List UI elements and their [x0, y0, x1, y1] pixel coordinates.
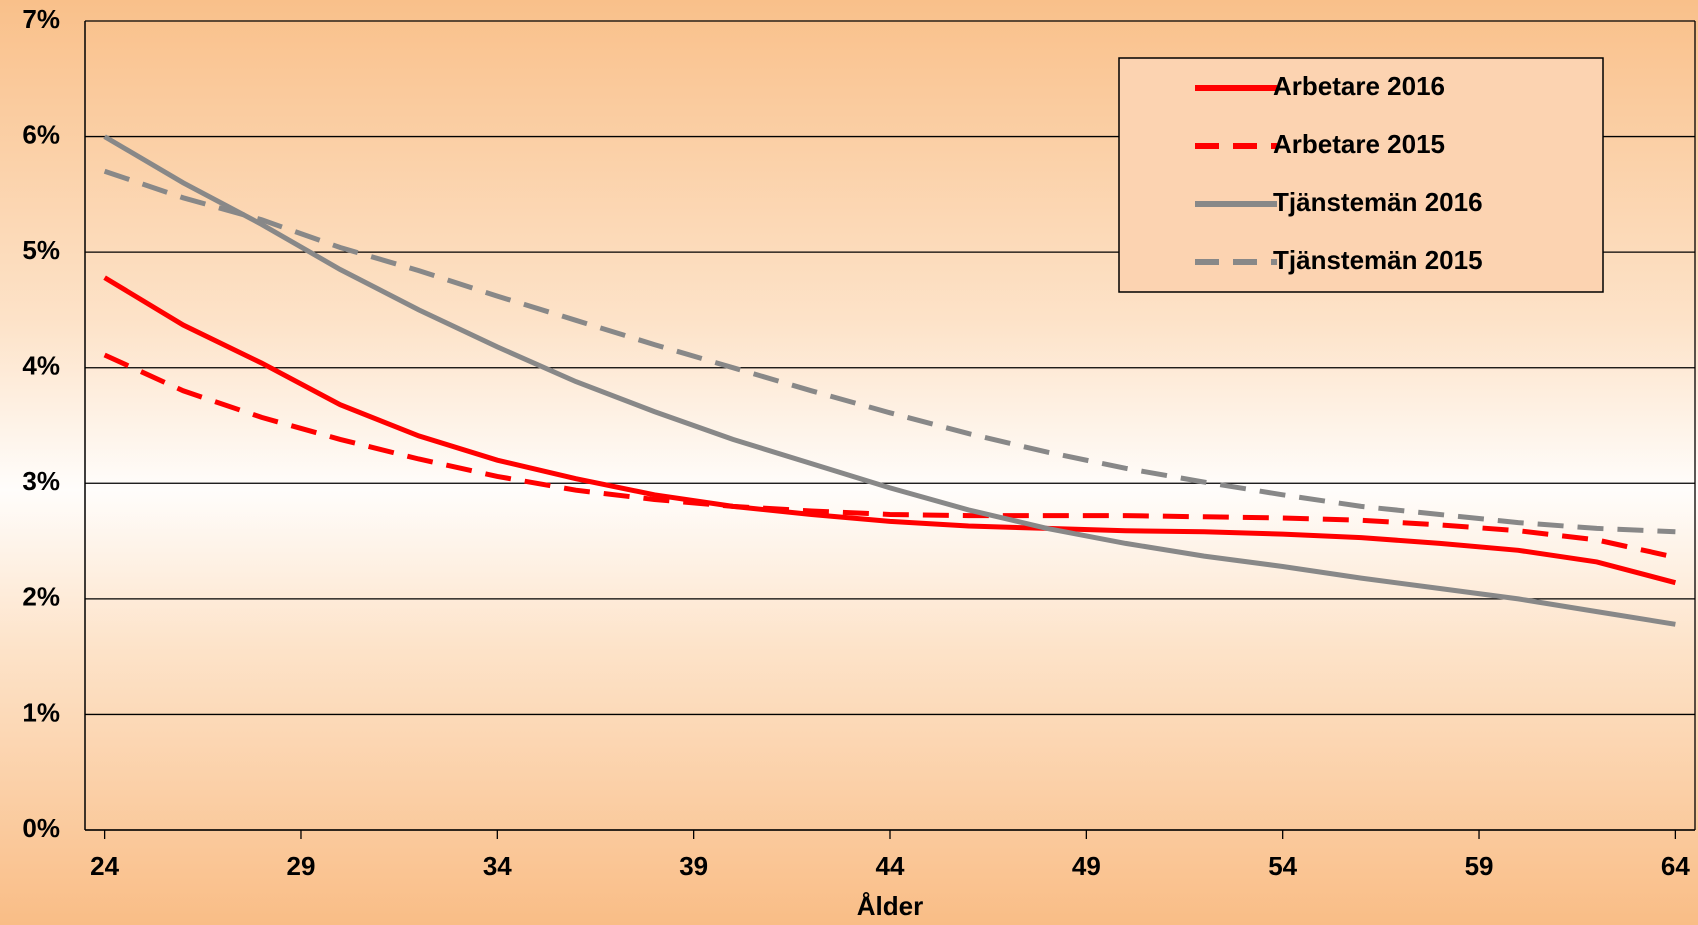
- y-tick-label: 0%: [22, 813, 60, 843]
- x-tick-label: 59: [1465, 851, 1494, 881]
- x-tick-label: 39: [679, 851, 708, 881]
- x-tick-label: 49: [1072, 851, 1101, 881]
- x-tick-label: 34: [483, 851, 512, 881]
- legend-label: Arbetare 2015: [1273, 129, 1445, 159]
- series-line: [103, 134, 1676, 627]
- x-tick-label: 29: [287, 851, 316, 881]
- y-tick-label: 6%: [22, 119, 60, 149]
- x-axis-title: Ålder: [857, 891, 923, 921]
- y-tick-label: 1%: [22, 697, 60, 727]
- x-tick-label: 24: [90, 851, 119, 881]
- x-tick-label: 64: [1661, 851, 1690, 881]
- legend-label: Arbetare 2016: [1273, 71, 1445, 101]
- y-tick-label: 2%: [22, 582, 60, 612]
- x-tick-label: 54: [1268, 851, 1297, 881]
- y-tick-label: 4%: [22, 351, 60, 381]
- legend-box: [1118, 57, 1604, 293]
- series-line: [103, 168, 1676, 535]
- series-line: [103, 275, 1677, 586]
- legend-label: Tjänstemän 2016: [1273, 187, 1483, 217]
- y-tick-label: 3%: [22, 466, 60, 496]
- y-tick-label: 7%: [22, 4, 60, 34]
- x-tick-label: 44: [876, 851, 905, 881]
- series-line: [103, 352, 1676, 560]
- legend-label: Tjänstemän 2015: [1273, 245, 1483, 275]
- y-tick-label: 5%: [22, 235, 60, 265]
